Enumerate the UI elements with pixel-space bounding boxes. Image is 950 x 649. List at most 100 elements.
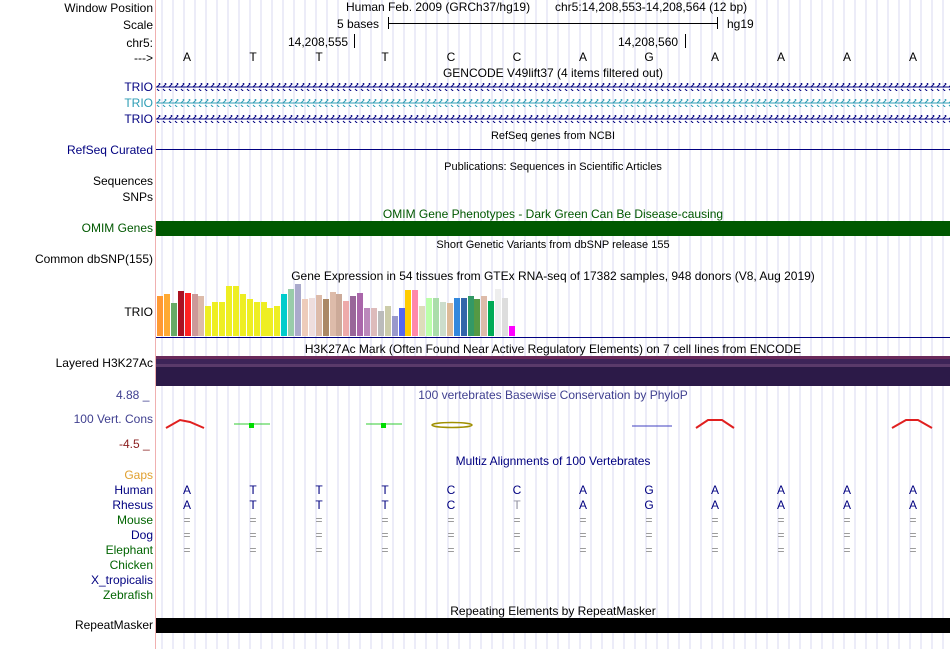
gtex-bar[interactable]	[184, 293, 191, 336]
h3k27ac-track-title[interactable]: H3K27Ac Mark (Often Found Near Active Re…	[304, 342, 802, 356]
species-label-chicken[interactable]: Chicken	[109, 558, 153, 572]
gtex-bar[interactable]	[232, 286, 239, 336]
gtex-bar[interactable]	[384, 306, 391, 336]
species-label-dog[interactable]: Dog	[130, 528, 153, 542]
gtex-bar[interactable]	[157, 296, 163, 336]
repeatmasker-label[interactable]: RepeatMasker	[74, 618, 153, 632]
gtex-bar[interactable]	[508, 326, 515, 336]
gtex-bar[interactable]	[350, 296, 357, 336]
gtex-bar[interactable]	[357, 293, 364, 336]
refseq-label[interactable]: RefSeq Curated	[66, 143, 153, 157]
gtex-bar[interactable]	[288, 289, 295, 336]
gtex-bar[interactable]	[426, 298, 433, 336]
alignment-base: =	[777, 513, 785, 527]
refseq-gene-line[interactable]	[156, 149, 950, 150]
gtex-bar[interactable]	[336, 294, 343, 336]
gencode-track-title[interactable]: GENCODE V49lift37 (4 items filtered out)	[442, 66, 664, 80]
species-label-elephant[interactable]: Elephant	[105, 543, 153, 557]
gtex-bar[interactable]	[433, 298, 439, 336]
refseq-track-title[interactable]: RefSeq genes from NCBI	[490, 130, 616, 142]
omim-label[interactable]: OMIM Genes	[81, 221, 153, 235]
gtex-bar[interactable]	[481, 296, 488, 336]
multiz-track-title[interactable]: Multiz Alignments of 100 Vertebrates	[455, 454, 651, 468]
gtex-bar[interactable]	[308, 298, 315, 336]
gtex-bar[interactable]	[453, 298, 460, 336]
gtex-bar[interactable]	[343, 301, 350, 336]
gtex-bar[interactable]	[322, 299, 329, 336]
gencode-item-label-2[interactable]: TRIO	[124, 96, 153, 110]
gtex-bar[interactable]	[205, 306, 212, 336]
gtex-bar[interactable]	[377, 311, 384, 336]
assembly-text: Human Feb. 2009 (GRCh37/hg19)	[346, 0, 531, 14]
alignment-base: G	[644, 483, 654, 497]
gtex-bar[interactable]	[364, 308, 370, 336]
phylop-conservation-plot[interactable]	[156, 414, 950, 434]
alignment-base: =	[183, 513, 191, 527]
gtex-bar[interactable]	[315, 295, 322, 336]
gencode-item-label-1[interactable]: TRIO	[124, 80, 153, 94]
gtex-bar[interactable]	[329, 292, 336, 336]
gtex-bar[interactable]	[191, 294, 198, 336]
gtex-bar[interactable]	[412, 290, 419, 336]
gaps-label[interactable]: Gaps	[124, 468, 153, 482]
gencode-item-label-3[interactable]: TRIO	[124, 112, 153, 126]
gtex-bar[interactable]	[260, 302, 267, 336]
scale-text: 5 bases	[337, 17, 380, 31]
gtex-bar[interactable]	[460, 298, 467, 336]
gtex-bar[interactable]	[163, 294, 170, 336]
alignment-base: A	[182, 498, 191, 512]
repeatmasker-element-bar[interactable]	[156, 618, 950, 633]
gtex-bar[interactable]	[405, 290, 412, 336]
gtex-bar[interactable]	[212, 302, 219, 336]
species-label-human[interactable]: Human	[114, 483, 153, 497]
gtex-bar[interactable]	[474, 299, 481, 336]
h3k27ac-signal[interactable]	[156, 356, 950, 386]
dbsnp-label[interactable]: Common dbSNP(155)	[34, 252, 153, 266]
species-label-mouse[interactable]: Mouse	[116, 513, 153, 527]
gtex-bar[interactable]	[226, 286, 232, 336]
repeatmasker-track-title[interactable]: Repeating Elements by RepeatMasker	[450, 604, 656, 618]
gtex-bar[interactable]	[246, 299, 253, 336]
publications-label-sequences[interactable]: Sequences	[92, 174, 153, 188]
alignment-base: =	[777, 528, 785, 542]
alignment-base: =	[447, 543, 455, 557]
gtex-bar[interactable]	[198, 296, 205, 336]
phylop-track-title[interactable]: 100 vertebrates Basewise Conservation by…	[418, 388, 688, 402]
omim-track-title[interactable]: OMIM Gene Phenotypes - Dark Green Can Be…	[382, 207, 724, 221]
gtex-bar[interactable]	[295, 284, 301, 336]
gtex-bar[interactable]	[467, 296, 474, 336]
gtex-bar[interactable]	[177, 291, 184, 336]
gtex-bar[interactable]	[419, 306, 426, 336]
species-label-zebrafish[interactable]: Zebrafish	[102, 588, 153, 602]
gtex-bar[interactable]	[170, 303, 177, 336]
gtex-bar[interactable]	[446, 303, 453, 336]
gtex-bar[interactable]	[239, 294, 246, 336]
gtex-bar[interactable]	[281, 294, 288, 336]
gtex-bar[interactable]	[370, 308, 377, 336]
omim-gene-bar[interactable]	[156, 221, 950, 236]
gtex-bar[interactable]	[253, 302, 260, 336]
species-label-rhesus[interactable]: Rhesus	[112, 498, 153, 512]
h3k27ac-label[interactable]: Layered H3K27Ac	[55, 356, 153, 370]
species-label-x-tropicalis[interactable]: X_tropicalis	[90, 573, 153, 587]
gtex-bar[interactable]	[391, 316, 398, 336]
gtex-expression-chart[interactable]	[156, 284, 556, 336]
dbsnp-track-title[interactable]: Short Genetic Variants from dbSNP releas…	[436, 239, 670, 251]
gtex-bar[interactable]	[267, 308, 274, 336]
gtex-bar[interactable]	[219, 302, 226, 336]
publications-track-title[interactable]: Publications: Sequences in Scientific Ar…	[444, 161, 662, 173]
gtex-track-title[interactable]: Gene Expression in 54 tissues from GTEx …	[291, 269, 815, 283]
gtex-bar[interactable]	[495, 289, 502, 336]
gtex-bar[interactable]	[274, 306, 281, 336]
gtex-bar[interactable]	[398, 308, 405, 336]
phylop-label[interactable]: 100 Vert. Cons	[73, 412, 153, 426]
gencode-transcripts[interactable]	[156, 80, 950, 126]
alignment-base: A	[710, 498, 719, 512]
gtex-bar[interactable]	[502, 298, 508, 336]
gtex-label[interactable]: TRIO	[124, 305, 153, 319]
gtex-bar[interactable]	[301, 299, 308, 336]
chrom-label: chr5:	[126, 36, 153, 50]
gtex-bar[interactable]	[488, 301, 495, 336]
gtex-bar[interactable]	[439, 302, 446, 336]
publications-label-snps[interactable]: SNPs	[122, 190, 153, 204]
